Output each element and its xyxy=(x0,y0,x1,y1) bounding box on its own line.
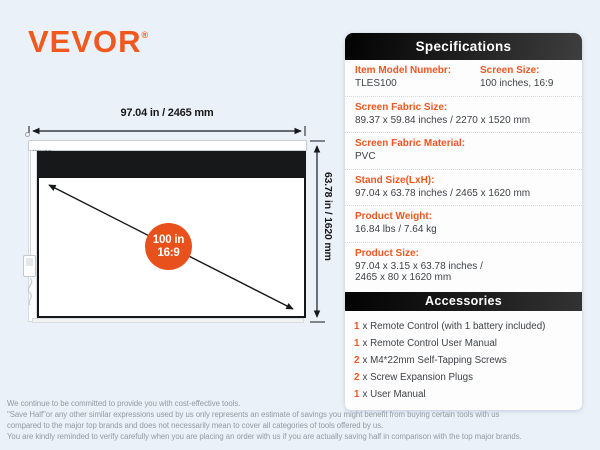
brand-logo-text: VEVOR xyxy=(28,24,142,59)
spec-label: Screen Fabric Size: xyxy=(355,101,448,113)
width-dimension-label: 97.04 in / 2465 mm xyxy=(120,107,214,119)
spec-label: Item Model Numebr: xyxy=(355,65,452,76)
screen-viewable-area: 100 in 16:9 xyxy=(37,176,306,318)
accessory-qty: 2 xyxy=(354,354,360,366)
spec-value: 97.04 x 63.78 inches / 2465 x 1620 mm xyxy=(355,187,531,199)
spec-value: TLES100 xyxy=(355,78,397,89)
screen-bottom-weight-bar xyxy=(32,318,304,323)
spec-panel: Specifications Item Model Numebr: TLES10… xyxy=(345,33,582,410)
disclaimer-line: "Save Half"or any other similar expressi… xyxy=(7,410,500,419)
spec-item-model: Item Model Numebr: TLES100 xyxy=(355,65,480,90)
spec-row-fabric-size: Screen Fabric Size: 89.37 x 59.84 inches… xyxy=(345,95,582,133)
specifications-header: Specifications xyxy=(345,33,582,60)
cord-squiggle xyxy=(27,277,33,306)
screen-housing-bar: VEVOR xyxy=(28,140,307,156)
badge-ratio-text: 16:9 xyxy=(157,246,180,259)
accessory-text: x Remote Control (with 1 battery include… xyxy=(362,320,546,332)
mounting-hook-icon xyxy=(25,132,30,137)
spec-value: 89.37 x 59.84 inches / 2270 x 1520 mm xyxy=(355,114,531,126)
accessory-text: x User Manual xyxy=(362,388,426,400)
spec-label: Screen Fabric Material: xyxy=(355,138,466,149)
spec-row-stand-size: Stand Size(LxH): 97.04 x 63.78 inches / … xyxy=(345,168,582,206)
disclaimer: We continue to be committed to provide y… xyxy=(7,398,599,442)
screen-size-badge: 100 in 16:9 xyxy=(145,223,192,270)
control-box-window xyxy=(26,258,33,266)
accessories-header: Accessories xyxy=(345,291,582,311)
control-receiver-box xyxy=(23,255,36,277)
spec-label: Screen Size: xyxy=(480,65,540,76)
accessory-text: x Remote Control User Manual xyxy=(362,337,497,349)
accessory-text: x Screw Expansion Plugs xyxy=(362,371,473,383)
height-dimension-label: 63.78 in / 1620 mm xyxy=(322,172,334,261)
accessory-qty: 1 xyxy=(354,388,360,400)
screen-black-top-border xyxy=(37,151,306,176)
spec-item-screen-size: Screen Size: 100 inches, 16:9 xyxy=(480,65,572,90)
spec-value: 97.04 x 3.15 x 63.78 inches / 2465 x 80 … xyxy=(355,260,483,284)
spec-value: 16.84 lbs / 7.64 kg xyxy=(355,224,437,235)
spec-value: 100 inches, 16:9 xyxy=(480,78,554,89)
screen-diagram: 97.04 in / 2465 mm VEVOR xyxy=(0,100,345,345)
dimension-lines xyxy=(28,126,325,323)
registered-mark-icon: ® xyxy=(141,30,149,40)
disclaimer-line: compared to the major top brands and doe… xyxy=(7,421,384,430)
spec-row-product-size: Product Size: 97.04 x 3.15 x 63.78 inche… xyxy=(345,241,582,290)
disclaimer-line: We continue to be committed to provide y… xyxy=(7,399,241,408)
spec-label: Stand Size(LxH): xyxy=(355,174,435,186)
power-cord-line xyxy=(30,151,31,256)
spec-row-model-size: Item Model Numebr: TLES100 Screen Size: … xyxy=(345,60,582,96)
accessory-text: x M4*22mm Self-Tapping Screws xyxy=(362,354,507,366)
spec-label: Product Weight: xyxy=(355,211,433,222)
accessory-qty: 2 xyxy=(354,371,360,383)
brand-logo: VEVOR® xyxy=(28,18,148,59)
disclaimer-line: You are kindly reminded to verify carefu… xyxy=(7,432,522,441)
spec-row-fabric-material: Screen Fabric Material: PVC xyxy=(345,132,582,169)
badge-size-text: 100 in xyxy=(152,233,185,246)
accessory-qty: 1 xyxy=(354,337,360,349)
spec-label: Product Size: xyxy=(355,247,419,259)
spec-row-product-weight: Product Weight: 16.84 lbs / 7.64 kg xyxy=(345,205,582,242)
spec-value: PVC xyxy=(355,151,376,162)
accessory-qty: 1 xyxy=(354,320,360,332)
